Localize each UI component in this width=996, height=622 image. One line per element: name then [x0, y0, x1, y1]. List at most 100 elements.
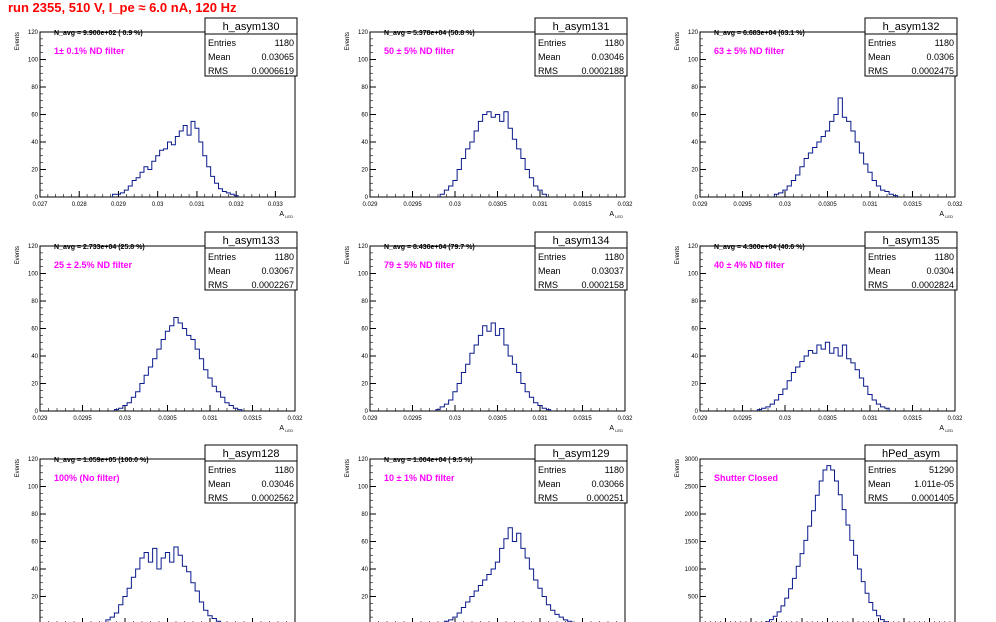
x-tick-label: 0.0315	[573, 202, 592, 208]
y-tick-label: 80	[361, 299, 368, 305]
filter-annotation: 79 ± 5% ND filter	[384, 260, 455, 270]
y-tick-label: 80	[31, 299, 38, 305]
stats-label: Mean	[868, 52, 891, 62]
x-tick-label: 0.0305	[488, 202, 507, 208]
x-tick-label: 0.032	[947, 202, 963, 208]
x-tick-label: 0.032	[947, 416, 963, 422]
y-tick-label: 60	[31, 113, 38, 119]
stats-label: Mean	[538, 266, 561, 276]
stats-value: 0.03046	[261, 479, 294, 489]
stats-label: Entries	[868, 465, 897, 475]
y-tick-label: 60	[31, 540, 38, 546]
stats-label: Entries	[208, 38, 237, 48]
y-tick-label: 120	[28, 457, 39, 463]
stats-value: 1180	[605, 38, 624, 48]
y-tick-label: 100	[28, 272, 39, 278]
histogram-panel-hPed_asym: 050010001500200025003000-0.001-0.0008-0.…	[675, 444, 958, 622]
stats-label: RMS	[208, 280, 228, 290]
x-axis-label-subscript: LED	[614, 214, 623, 219]
x-tick-label: 0.0295	[73, 416, 92, 422]
histogram-panel-h_asym133: 0 20 40 60 80 100 120 0.029 0.0295 0.03 0.0305 0.03…	[15, 231, 303, 433]
y-tick-label: 60	[31, 327, 38, 333]
x-tick-label: 0.032	[287, 416, 303, 422]
histogram-series	[765, 465, 889, 622]
y-tick-label: 20	[31, 595, 38, 601]
x-tick-label: 0.031	[862, 202, 878, 208]
x-tick-label: 0.03	[119, 416, 131, 422]
stats-value: 0.0002188	[581, 66, 624, 76]
y-tick-label: 80	[361, 85, 368, 91]
stats-box	[534, 17, 628, 77]
y-tick-label: 500	[688, 595, 699, 601]
stats-value: 0.03037	[591, 266, 624, 276]
y-tick-label: 40	[361, 354, 368, 360]
stats-label: Mean	[538, 479, 561, 489]
stats-value: 0.03067	[261, 266, 294, 276]
stats-value: 0.0304	[926, 266, 954, 276]
stats-value: 1180	[275, 252, 294, 262]
filter-annotation: 10 ± 1% ND filter	[384, 473, 455, 483]
x-tick-label: 0.029	[692, 416, 708, 422]
stats-label: RMS	[208, 66, 228, 76]
y-tick-label: 80	[691, 85, 698, 91]
stats-value: 0.03065	[261, 52, 294, 62]
histogram-panel-h_asym135: 0 20 40 60 80 100 120 0.029 0.0295 0.03 0.0305 0.03…	[675, 231, 963, 433]
y-tick-label: 100	[688, 272, 699, 278]
navg-annotation: N_avg = 9.900e+02 ( 0.9 %)	[54, 30, 143, 37]
y-tick-label: 40	[31, 354, 38, 360]
y-tick-label: 100	[358, 272, 369, 278]
y-tick-label: 20	[361, 595, 368, 601]
x-tick-label: 0.031	[862, 416, 878, 422]
filter-annotation: 25 ± 2.5% ND filter	[54, 260, 132, 270]
stats-label: Mean	[538, 52, 561, 62]
y-tick-label: 1000	[685, 567, 699, 573]
histogram-panel-h_asym128: 0204060801001200.0290.02950.030.03050.03…	[15, 444, 298, 622]
stats-value: 51290	[929, 465, 954, 475]
x-axis-label: A LED	[939, 425, 953, 433]
histogram-panel-h_asym134: 0 20 40 60 80 100 120 0.029 0.0295 0.03 0.0305 0.03…	[345, 231, 633, 433]
stats-value: 1180	[275, 38, 294, 48]
y-tick-label: 20	[691, 382, 698, 388]
stats-title: h_asym131	[553, 21, 610, 33]
x-tick-label: 0.029	[362, 416, 378, 422]
x-axis-label-subscript: LED	[944, 214, 953, 219]
y-tick-label: 60	[361, 327, 368, 333]
stats-value: 1180	[935, 252, 954, 262]
stats-box	[204, 17, 298, 77]
x-tick-label: 0.027	[32, 202, 48, 208]
navg-annotation: N_avg = 5.378e+04 (50.8 %)	[384, 30, 475, 37]
stats-label: Mean	[208, 479, 231, 489]
y-tick-label: 40	[361, 140, 368, 146]
stats-box	[864, 444, 958, 504]
stats-value: 0.0002824	[911, 280, 954, 290]
y-tick-label: 0	[695, 409, 699, 415]
y-tick-label: 100	[358, 485, 369, 491]
x-tick-label: 0.029	[111, 202, 127, 208]
y-tick-label: 100	[358, 58, 369, 64]
x-axis-label: A LED	[609, 211, 623, 219]
x-tick-label: 0.031	[532, 202, 548, 208]
x-tick-label: 0.029	[692, 202, 708, 208]
x-tick-label: 0.0315	[573, 416, 592, 422]
histogram-panel-h_asym132: 0 20 40 60 80 100 120 0.029 0.0295 0.03 0.0305 0.03…	[675, 17, 963, 219]
stats-label: Mean	[208, 266, 231, 276]
y-tick-label: 80	[691, 299, 698, 305]
x-tick-label: 0.03	[152, 202, 164, 208]
x-tick-label: 0.0315	[903, 416, 922, 422]
y-tick-label: 120	[28, 244, 39, 250]
x-tick-label: 0.031	[189, 202, 205, 208]
x-tick-label: 0.0305	[488, 416, 507, 422]
y-tick-label: 80	[361, 512, 368, 518]
y-tick-label: 60	[361, 540, 368, 546]
y-axis-label: Events	[15, 32, 21, 50]
stats-value: 0.03046	[591, 52, 624, 62]
y-tick-label: 120	[28, 30, 39, 36]
stats-label: Mean	[868, 266, 891, 276]
stats-title: h_asym132	[883, 21, 940, 33]
y-tick-label: 40	[691, 354, 698, 360]
x-tick-label: 0.032	[229, 202, 245, 208]
stats-value: 1180	[605, 465, 624, 475]
x-tick-label: 0.0295	[733, 416, 752, 422]
histogram-series	[443, 527, 573, 622]
